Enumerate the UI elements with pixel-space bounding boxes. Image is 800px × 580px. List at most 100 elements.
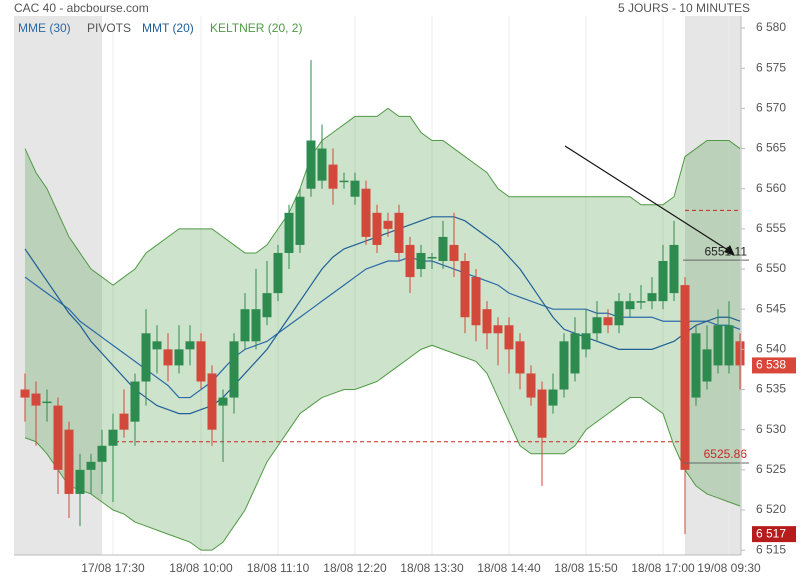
x-tick-label: 18/08 10:00 bbox=[169, 561, 233, 575]
candle-body bbox=[493, 325, 503, 334]
candle-body bbox=[702, 349, 712, 382]
candle-body bbox=[317, 148, 327, 181]
candle-body bbox=[273, 252, 283, 294]
price-marker-label: 6 538 bbox=[756, 358, 786, 372]
candle-body bbox=[262, 293, 272, 318]
candle-body bbox=[515, 341, 525, 374]
candle-body bbox=[218, 397, 228, 406]
y-tick-label: 6 545 bbox=[756, 301, 786, 315]
candle-body bbox=[713, 325, 723, 366]
candle-body bbox=[636, 301, 646, 303]
candle-body bbox=[130, 381, 140, 422]
x-tick-label: 18/08 12:20 bbox=[323, 561, 387, 575]
candle-body bbox=[229, 341, 239, 398]
candle-body bbox=[350, 180, 360, 197]
candle-body bbox=[361, 188, 371, 237]
price-marker-label: 6 517 bbox=[756, 526, 786, 540]
candle-body bbox=[504, 325, 514, 350]
candles bbox=[20, 60, 745, 535]
x-tick-label: 19/08 09:30 bbox=[697, 561, 761, 575]
candle-body bbox=[251, 309, 261, 342]
axes: 6 580 6 575 6 570 6 565 6 560 6 555 6 550 6 545… bbox=[81, 20, 796, 575]
y-tick-label: 6 540 bbox=[756, 342, 786, 356]
candle-body bbox=[20, 389, 30, 398]
candle-body bbox=[526, 373, 536, 398]
candle-body bbox=[240, 309, 250, 342]
candle-body bbox=[658, 261, 668, 302]
candle-body bbox=[108, 429, 118, 446]
keltner-upper bbox=[24, 107, 741, 286]
legend-entry: PIVOTS bbox=[87, 21, 131, 35]
legend-entry: MME (30) bbox=[18, 21, 71, 35]
x-tick-label: 18/08 15:50 bbox=[554, 561, 618, 575]
chart-title: CAC 40 - abcbourse.com bbox=[14, 1, 149, 15]
y-tick-label: 6 525 bbox=[756, 462, 786, 476]
y-tick-label: 6 530 bbox=[756, 422, 786, 436]
keltner-fill bbox=[25, 108, 740, 551]
x-tick-label: 17/08 17:30 bbox=[81, 561, 145, 575]
moving-average bbox=[24, 216, 741, 415]
y-tick-label: 6 520 bbox=[756, 502, 786, 516]
session-shade bbox=[685, 16, 741, 555]
trend-line bbox=[564, 145, 732, 253]
candle-body bbox=[471, 277, 481, 326]
candle-body bbox=[680, 285, 690, 470]
candle-body bbox=[724, 325, 734, 366]
candle-body bbox=[339, 180, 349, 183]
candle-body bbox=[559, 341, 569, 390]
y-tick-label: 6 535 bbox=[756, 382, 786, 396]
candle-body bbox=[86, 461, 96, 470]
candle-body bbox=[394, 212, 404, 253]
x-tick-label: 18/08 17:00 bbox=[631, 561, 695, 575]
candle-body bbox=[64, 429, 74, 494]
candle-body bbox=[295, 196, 305, 245]
candle-body bbox=[31, 393, 41, 406]
chart-subtitle: 5 JOURS - 10 MINUTES bbox=[618, 1, 750, 15]
y-tick-label: 6 555 bbox=[756, 221, 786, 235]
annotations: 6551.11 6525.86 bbox=[683, 244, 749, 464]
keltner-lower bbox=[24, 344, 741, 551]
y-tick-label: 6 560 bbox=[756, 181, 786, 195]
candle-body bbox=[163, 349, 173, 366]
annotation-label: 6525.86 bbox=[704, 447, 748, 461]
trend-arrow bbox=[724, 245, 735, 256]
candle-body bbox=[383, 220, 393, 229]
candle-body bbox=[372, 212, 382, 245]
candle-body bbox=[152, 341, 162, 350]
legend-entry: MMT (20) bbox=[142, 21, 194, 35]
legend-entry: KELTNER (20, 2) bbox=[210, 21, 302, 35]
y-tick-label: 6 575 bbox=[756, 60, 786, 74]
candle-body bbox=[614, 301, 624, 326]
x-tick-label: 18/08 11:10 bbox=[247, 561, 310, 575]
candle-body bbox=[427, 256, 437, 259]
candle-body bbox=[207, 373, 217, 430]
annotation-label: 6551.11 bbox=[705, 244, 748, 258]
y-tick-label: 6 580 bbox=[756, 20, 786, 34]
candle-body bbox=[537, 389, 547, 438]
candle-body bbox=[548, 389, 558, 406]
candle-body bbox=[75, 469, 85, 494]
candle-body bbox=[185, 341, 195, 350]
price-marker bbox=[752, 357, 796, 374]
y-tick-label: 6 550 bbox=[756, 261, 786, 275]
candle-body bbox=[42, 401, 52, 404]
candle-body bbox=[284, 212, 294, 253]
candle-body bbox=[647, 293, 657, 302]
candle-body bbox=[691, 333, 701, 398]
candle-body bbox=[625, 301, 635, 310]
candle-body bbox=[449, 244, 459, 261]
y-tick-label: 6 570 bbox=[756, 101, 786, 115]
candle-body bbox=[735, 341, 745, 366]
candle-body bbox=[416, 252, 426, 270]
candle-body bbox=[306, 140, 316, 189]
candle-body bbox=[97, 445, 107, 462]
pivots bbox=[115, 209, 741, 443]
candle-body bbox=[119, 413, 129, 430]
y-tick-label: 6 515 bbox=[756, 542, 786, 556]
candle-body bbox=[141, 333, 151, 382]
candle-body bbox=[570, 333, 580, 374]
keltner bbox=[24, 107, 741, 551]
candle-body bbox=[328, 164, 338, 189]
